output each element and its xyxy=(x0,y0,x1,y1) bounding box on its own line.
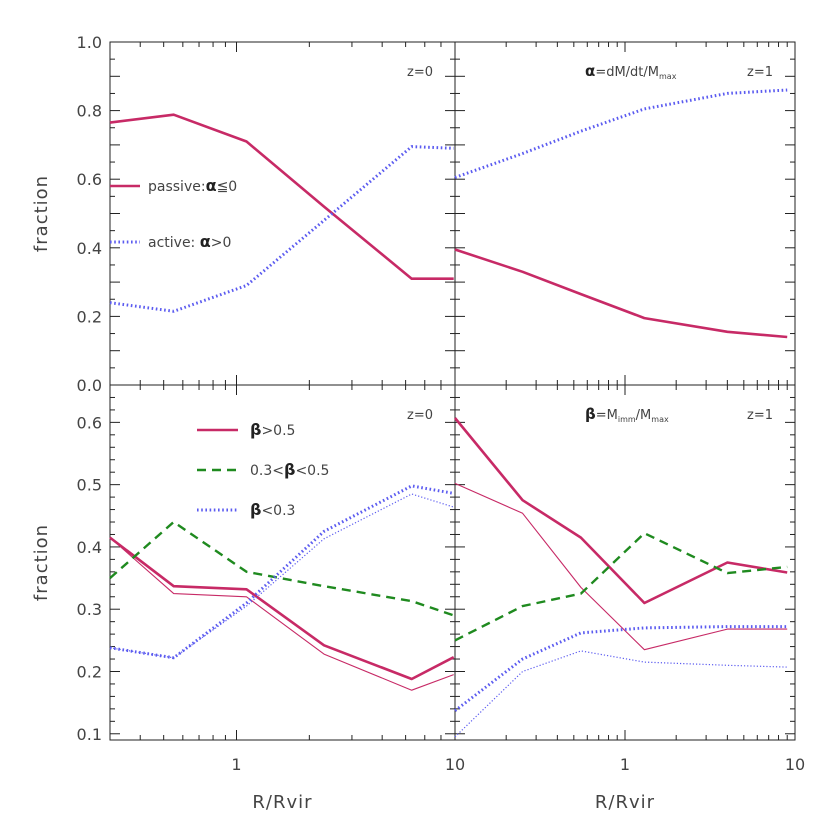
redshift-label: z=0 xyxy=(407,408,433,423)
x-tick-label: 10 xyxy=(785,755,805,774)
y-tick-label: 0.6 xyxy=(77,413,102,432)
x-axis-label: R/Rvir xyxy=(252,792,312,813)
series-line-beta-0-3 xyxy=(454,625,788,712)
panel-top-left: 0.0 0.2 0.4 0.6 0.8 1.0 fraction z=0 passive:α≦0… xyxy=(31,33,456,395)
series-line-beta-0-5 xyxy=(109,536,455,681)
y-tick-label: 0.2 xyxy=(77,662,102,681)
y-axis-label: fraction xyxy=(31,175,52,252)
redshift-label: z=1 xyxy=(747,408,773,423)
legend-label: passive:α≦0 xyxy=(148,176,237,195)
y-tick-label: 0.0 xyxy=(77,376,102,395)
y-tick-label: 0.2 xyxy=(77,307,102,326)
redshift-label: z=0 xyxy=(407,65,433,80)
legend-label: β<0.3 xyxy=(250,500,295,519)
y-tick-label: 0.1 xyxy=(77,725,102,744)
series-line-beta-0-3-thin xyxy=(454,650,788,738)
plot-frame xyxy=(109,41,456,386)
series-line-0-3-beta-0-5 xyxy=(454,532,788,642)
legend-label: active: α>0 xyxy=(148,232,231,251)
y-tick-label: 0.4 xyxy=(77,538,102,557)
panel-bottom-left: 0.1 0.2 0.3 0.4 0.5 0.6 1 fraction R/Rvir z=0 β>0.… xyxy=(31,384,456,813)
series-line-beta-0-5-thin xyxy=(109,537,454,691)
definition-label: α=dM/dt/Mmax xyxy=(585,62,677,81)
redshift-label: z=1 xyxy=(747,65,773,80)
y-tick-label: 0.5 xyxy=(77,476,102,495)
y-axis-label: fraction xyxy=(31,524,52,601)
series-line-passive xyxy=(109,113,454,281)
y-tick-label: 1.0 xyxy=(77,33,102,52)
y-tick-label: 0.8 xyxy=(77,102,102,121)
series-line-passive xyxy=(454,248,788,339)
legend-label: 0.3<β<0.5 xyxy=(250,460,329,479)
series-line-beta-0-5 xyxy=(453,417,788,605)
x-tick-label: 1 xyxy=(620,755,630,774)
legend-label: β>0.5 xyxy=(250,420,295,439)
x-tick-label: 1 xyxy=(231,755,241,774)
x-axis-label: R/Rvir xyxy=(595,792,655,813)
series-line-0-3-beta-0-5 xyxy=(109,520,455,617)
y-tick-label: 0.4 xyxy=(77,239,102,258)
series-line-active xyxy=(454,88,788,179)
y-tick-label: 0.6 xyxy=(77,170,102,189)
y-tick-label: 0.3 xyxy=(77,600,102,619)
panel-bottom-right: 10 1 10 R/Rvir z=1 β=Mimm/Mmax xyxy=(445,384,805,813)
x-tick-label: 10 xyxy=(445,755,465,774)
panel-top-right: z=1 α=dM/dt/Mmax xyxy=(454,41,796,386)
series-line-beta-0-5-thin xyxy=(454,482,788,651)
definition-label: β=Mimm/Mmax xyxy=(585,405,669,424)
series-line-beta-0-3-thin xyxy=(109,493,454,659)
